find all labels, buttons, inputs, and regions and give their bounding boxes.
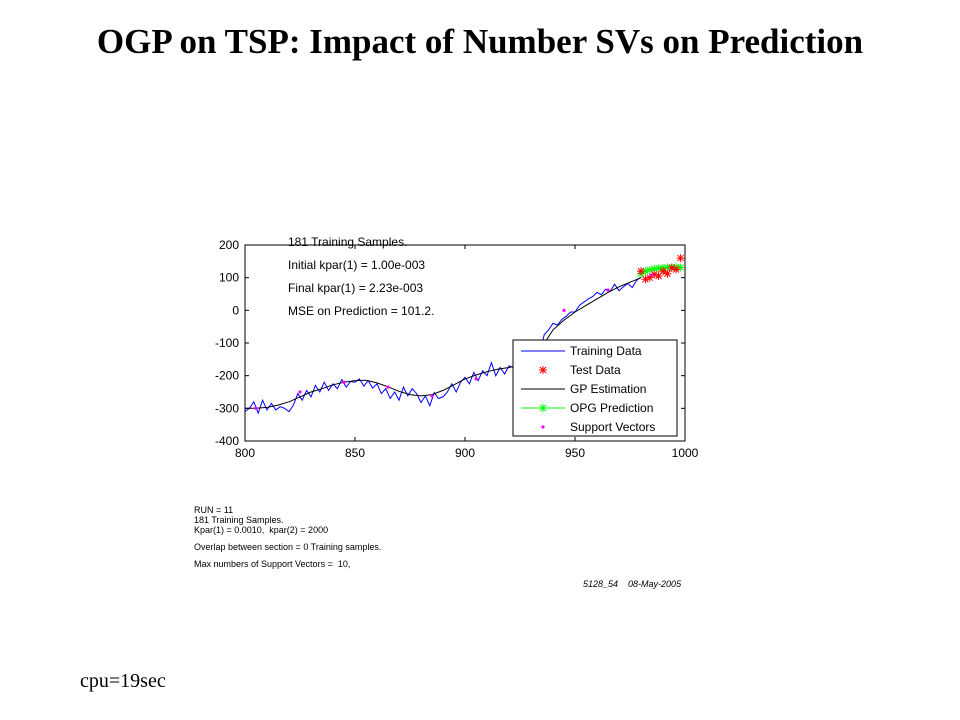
info-line: Overlap between section = 0 Training sam… — [194, 542, 382, 552]
annotation-text: 181 Training Samples. — [288, 235, 407, 249]
y-tick-label: -400 — [215, 434, 239, 448]
test-point — [641, 275, 650, 284]
test-point — [637, 267, 645, 276]
info-line: Max numbers of Support Vectors = 10, — [194, 559, 351, 569]
test-point — [672, 265, 681, 274]
annotation-text: Final kpar(1) = 2.23e-003 — [288, 281, 423, 295]
cpu-time: cpu=19sec — [80, 670, 166, 692]
legend-label: OPG Prediction — [570, 401, 653, 415]
legend-label: Training Data — [570, 344, 642, 358]
y-tick-label: 100 — [219, 271, 239, 285]
sv-point — [386, 385, 390, 389]
annotation-text: Initial kpar(1) = 1.00e-003 — [288, 258, 425, 272]
test-point — [650, 270, 659, 279]
y-tick-label: -200 — [215, 369, 239, 383]
annotation-text: MSE on Prediction = 101.2. — [288, 304, 434, 318]
plot-frame — [244, 244, 686, 442]
legend-label: Test Data — [570, 363, 621, 377]
legend-marker — [539, 404, 547, 412]
legend-marker — [539, 366, 547, 374]
series-gp-estimation — [245, 277, 642, 409]
legend-box — [512, 339, 678, 437]
y-tick-label: -300 — [215, 401, 239, 415]
legend-entry: OPG Prediction — [521, 401, 653, 415]
info-line: 181 Training Samples. — [194, 515, 284, 525]
legend-entry: Test Data — [539, 363, 621, 377]
opg-point — [650, 264, 659, 273]
test-point — [663, 269, 672, 278]
legend-label: GP Estimation — [570, 382, 646, 396]
sv-point — [606, 288, 610, 292]
sv-point — [562, 308, 566, 312]
opg-point — [676, 263, 685, 272]
x-tick-label: 900 — [455, 446, 475, 460]
test-point — [676, 254, 685, 263]
page-title: OGP on TSP: Impact of Number SVs on Pred… — [96, 22, 864, 61]
y-tick-label: 0 — [232, 303, 239, 317]
run-id: 5128_54 08-May-2005 — [583, 579, 682, 589]
test-point — [645, 273, 654, 282]
test-point — [659, 267, 667, 276]
legend-entry: Training Data — [521, 344, 642, 358]
info-line: Kpar(1) = 0.0010, kpar(2) = 2000 — [194, 525, 329, 535]
x-tick-label: 800 — [235, 446, 255, 460]
x-tick-label: 950 — [565, 446, 585, 460]
x-tick-label: 850 — [345, 446, 365, 460]
opg-point — [645, 265, 654, 274]
info-block: RUN = 11 181 Training Samples. Kpar(1) =… — [194, 505, 381, 569]
series-layer — [244, 254, 685, 415]
legend: Training Data Test Data GP Estimation OPG P… — [512, 339, 678, 437]
y-axis: 200 100 0 -100 -200 -300 -400 — [215, 238, 685, 448]
legend-label: Support Vectors — [570, 420, 655, 434]
sv-point — [430, 394, 434, 398]
opg-point — [663, 263, 672, 272]
sv-point — [474, 377, 478, 381]
test-point — [654, 272, 663, 281]
annotations: 181 Training Samples. Initial kpar(1) = 1… — [288, 235, 434, 318]
y-tick-label: -100 — [215, 336, 239, 350]
sv-point — [298, 390, 302, 394]
opg-point — [654, 264, 663, 273]
series-test-data — [637, 254, 685, 284]
test-point — [667, 263, 676, 272]
sv-point — [254, 406, 258, 410]
info-line: RUN = 11 — [194, 505, 234, 515]
legend-entry: Support Vectors — [541, 420, 655, 434]
sv-point — [650, 273, 654, 277]
y-tick-label: 200 — [219, 238, 239, 252]
opg-point — [641, 267, 650, 276]
sv-point — [342, 380, 346, 384]
legend-marker — [541, 425, 545, 429]
x-tick-label: 1000 — [672, 446, 699, 460]
x-axis: 800 850 900 950 1000 — [235, 245, 699, 460]
legend-entry: GP Estimation — [521, 382, 646, 396]
